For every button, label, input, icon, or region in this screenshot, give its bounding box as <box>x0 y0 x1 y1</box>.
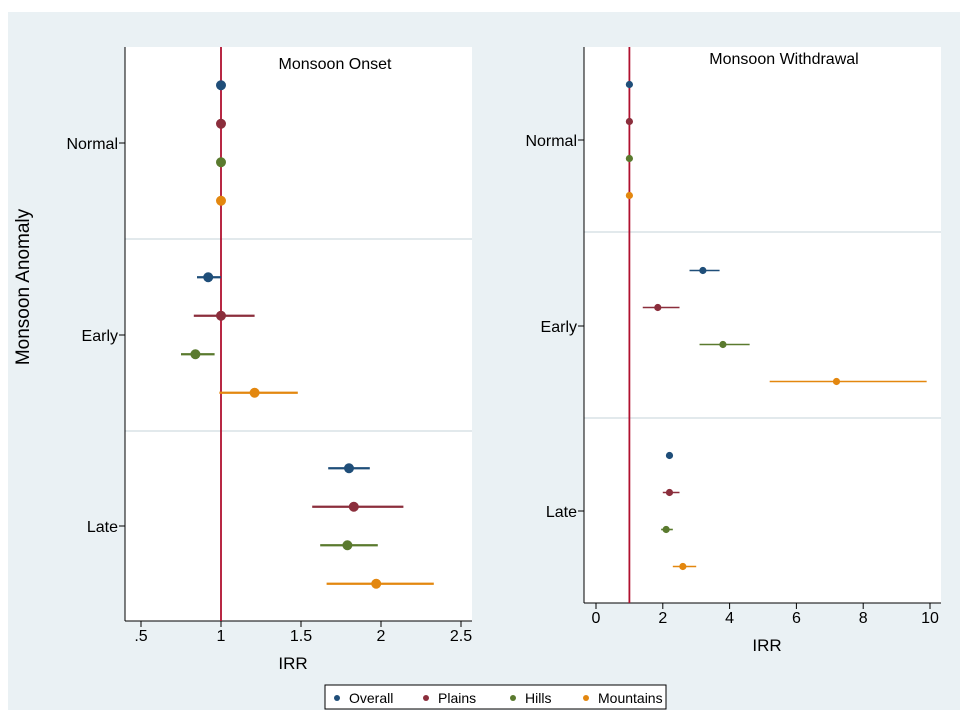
point-mountains-normal <box>216 195 226 206</box>
point-hills-late <box>662 525 670 534</box>
legend-label-mountains: Mountains <box>598 690 663 706</box>
point-mountains-early <box>832 377 841 386</box>
point-overall-late <box>665 451 674 460</box>
x-tick-label: 1.5 <box>290 628 312 645</box>
point-mountains-late <box>679 562 687 571</box>
legend-marker-plains <box>423 695 429 701</box>
point-overall-early <box>699 266 707 275</box>
x-tick-label: 10 <box>921 610 939 627</box>
legend-label-plains: Plains <box>438 690 476 706</box>
point-hills-normal <box>216 157 226 168</box>
legend-marker-overall <box>334 695 340 701</box>
legend: Overall Plains Hills Mountains <box>324 684 667 710</box>
point-overall-normal <box>216 80 226 91</box>
point-overall-normal <box>625 80 634 89</box>
legend-marker-mountains <box>583 695 589 701</box>
x-axis-title-onset: IRR <box>278 654 307 673</box>
x-tick-label: 1 <box>217 628 226 645</box>
x-tick-label: 8 <box>859 610 868 627</box>
panel-monsoon-withdrawal: Monsoon Withdrawal IRR 0 2 4 6 8 10 Normal Earl… <box>525 47 941 655</box>
y-tick-label-normal: Normal <box>66 136 118 153</box>
point-plains-early <box>216 310 226 321</box>
y-tick-label-early: Early <box>82 328 118 345</box>
legend-label-overall: Overall <box>349 690 393 706</box>
x-tick-label: .5 <box>134 628 147 645</box>
y-axis-title: Monsoon Anomaly <box>13 208 34 365</box>
panel-title-onset: Monsoon Onset <box>279 56 393 73</box>
point-overall-late <box>344 463 354 474</box>
legend-marker-hills <box>510 695 516 701</box>
plot-area-withdrawal <box>584 47 941 603</box>
x-tick-label: 2 <box>377 628 386 645</box>
y-tick-label-normal: Normal <box>525 133 577 150</box>
y-tick-label-late: Late <box>546 504 577 521</box>
x-tick-label: 2 <box>658 610 667 627</box>
plot-area-onset <box>125 47 472 621</box>
point-mountains-early <box>249 387 260 398</box>
x-tick-label: 4 <box>725 610 734 627</box>
point-plains-normal <box>625 117 634 126</box>
point-mountains-normal <box>625 191 634 200</box>
x-tick-label: 6 <box>792 610 801 627</box>
legend-label-hills: Hills <box>525 690 551 706</box>
point-hills-late <box>342 540 353 551</box>
panel-monsoon-onset: Monsoon Onset IRR .5 1 1.5 2 2.5 Normal Early L… <box>66 47 472 673</box>
point-mountains-late <box>371 578 382 589</box>
point-hills-early <box>190 349 201 360</box>
point-plains-normal <box>216 118 226 129</box>
point-plains-late <box>665 488 674 497</box>
legend-box <box>324 684 667 710</box>
y-tick-label-early: Early <box>541 319 577 336</box>
x-tick-label: 2.5 <box>450 628 472 645</box>
panel-title-withdrawal: Monsoon Withdrawal <box>709 51 858 68</box>
x-tick-label: 0 <box>592 610 601 627</box>
point-plains-late <box>348 501 359 512</box>
point-plains-early <box>654 303 662 312</box>
point-overall-early <box>203 272 214 283</box>
x-axis-title-withdrawal: IRR <box>752 636 781 655</box>
point-hills-early <box>719 340 727 349</box>
point-hills-normal <box>625 154 634 163</box>
y-tick-label-late: Late <box>87 519 118 536</box>
